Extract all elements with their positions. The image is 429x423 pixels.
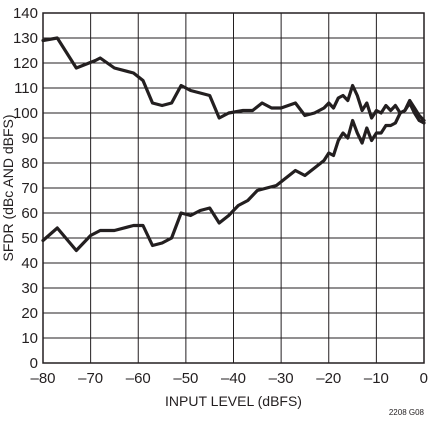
x-tick-label: –50 [173,370,198,387]
y-tick-label: 40 [21,255,38,272]
y-tick-label: 70 [21,180,38,197]
x-tick-label: –10 [364,370,389,387]
y-tick-labels: 0 10 20 30 40 50 60 70 80 90 100 110 120 130 140 [13,5,38,372]
data-series-group [41,36,426,253]
grid-lines [42,12,425,364]
x-tick-label: –80 [30,370,55,387]
x-axis-title: INPUT LEVEL (dBFS) [165,393,302,409]
y-tick-label: 60 [21,205,38,222]
y-tick-label: 80 [21,155,38,172]
y-tick-label: 120 [13,55,38,72]
x-tick-label: –60 [126,370,151,387]
series-line-1 [41,36,426,123]
y-tick-label: 110 [14,80,38,97]
x-tick-label: –70 [78,370,103,387]
series-line-2 [41,101,426,253]
y-tick-label: 20 [21,305,38,322]
y-tick-label: 140 [13,5,38,22]
y-axis-title: SFDR (dBc AND dBFS) [0,114,16,261]
y-tick-label: 30 [21,280,38,297]
y-tick-label: 90 [21,130,38,147]
y-tick-label: 50 [21,230,38,247]
plot-area-frame [42,12,425,364]
x-tick-labels: –80 –70 –60 –50 –40 –30 –20 –10 0 [30,370,428,387]
y-tick-label: 130 [13,30,38,47]
x-tick-label: –30 [269,370,294,387]
y-tick-label: 0 [30,355,38,372]
x-tick-label: –20 [316,370,341,387]
x-tick-label: –40 [221,370,246,387]
y-tick-label: 10 [21,330,38,347]
x-tick-label: 0 [420,370,428,387]
y-tick-label: 100 [13,105,38,122]
figure-id: 2208 G08 [389,408,425,417]
